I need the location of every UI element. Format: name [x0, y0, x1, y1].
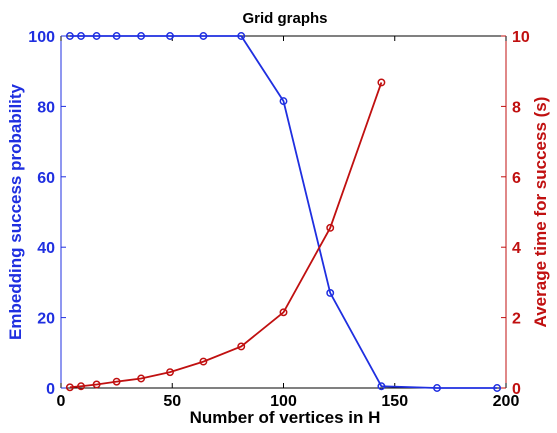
data-point [279, 308, 288, 317]
series-left [65, 32, 502, 392]
y-axis-right-title: Average time for success (s) [531, 97, 550, 328]
data-point [112, 377, 121, 386]
x-tick-label: 150 [381, 393, 408, 410]
data-point [112, 32, 121, 40]
x-axis-title: Number of vertices in H [190, 408, 381, 427]
data-point [92, 32, 101, 40]
x-tick-label: 200 [493, 393, 520, 410]
data-point [493, 384, 502, 392]
data-point [166, 32, 174, 40]
y-left-tick-label: 80 [37, 99, 55, 116]
chart-title: Grid graphs [242, 10, 327, 27]
x-tick-label: 100 [270, 393, 297, 410]
data-point [199, 357, 208, 366]
data-point [65, 32, 74, 40]
data-point [137, 374, 146, 383]
data-point [77, 382, 85, 391]
data-point [377, 78, 386, 87]
y-right-tick-label: 0 [512, 381, 521, 398]
data-point [199, 32, 208, 40]
y-right-tick-label: 6 [512, 170, 521, 187]
data-point [433, 384, 441, 392]
data-point [65, 383, 74, 392]
y-right-tick-label: 4 [512, 240, 521, 257]
data-point [237, 342, 246, 351]
data-point [237, 32, 246, 40]
y-left-tick-label: 100 [28, 29, 55, 46]
y-right-tick-label: 2 [512, 311, 521, 328]
y-left-tick-label: 0 [46, 381, 55, 398]
data-point [279, 97, 288, 106]
data-point [92, 380, 101, 389]
y-axis-left-title: Embedding success probability [6, 83, 25, 340]
data-point [137, 32, 146, 40]
data-point [326, 223, 335, 232]
data-point [77, 32, 85, 40]
data-point [377, 382, 386, 391]
y-left-tick-label: 60 [37, 170, 55, 187]
series-right [65, 78, 386, 392]
y-left-tick-label: 20 [37, 311, 55, 328]
series-layer [65, 32, 502, 392]
series-line-left [69, 35, 498, 389]
y-left-tick-label: 40 [37, 240, 55, 257]
data-point [326, 289, 335, 297]
x-tick-label: 0 [57, 393, 66, 410]
data-point [166, 368, 174, 377]
x-tick-label: 50 [163, 393, 181, 410]
y-right-tick-label: 10 [512, 29, 530, 46]
y-right-tick-label: 8 [512, 99, 521, 116]
series-line-right [69, 82, 383, 389]
